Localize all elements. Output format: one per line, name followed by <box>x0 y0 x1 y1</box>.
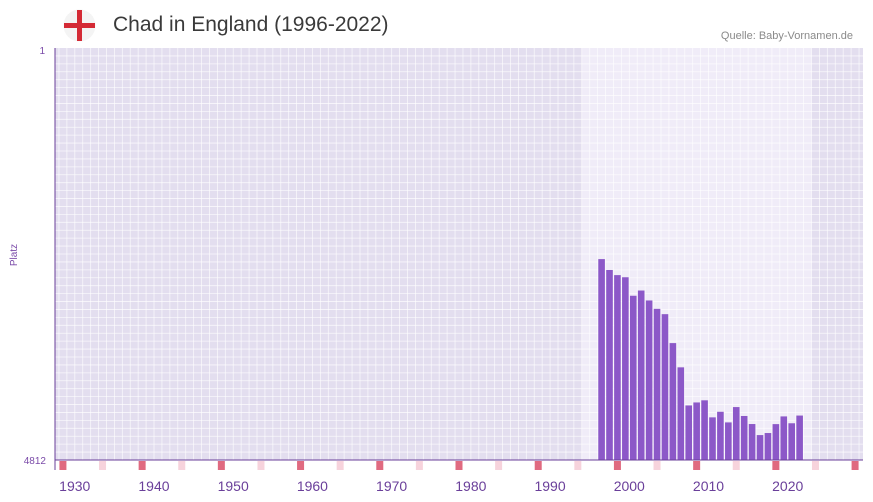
x-tick-1940: 1940 <box>138 478 169 494</box>
x-tick-2020: 2020 <box>772 478 803 494</box>
bar-2011 <box>717 411 724 460</box>
bar-2021 <box>796 415 803 460</box>
chart-title: Chad in England (1996-2022) <box>113 13 389 36</box>
x-tick-1950: 1950 <box>218 478 249 494</box>
bar-2014 <box>740 415 748 460</box>
x-tick-1990: 1990 <box>534 478 565 494</box>
year-marker-2018 <box>772 461 780 470</box>
year-marker-1973 <box>415 461 423 470</box>
source-label: Quelle: Baby-Vornamen.de <box>720 30 853 42</box>
bar-2006 <box>677 367 685 460</box>
year-marker-2013 <box>732 461 740 470</box>
year-marker-1928 <box>59 461 67 470</box>
x-tick-2010: 2010 <box>693 478 724 494</box>
bar-2013 <box>732 407 740 460</box>
bar-2010 <box>709 417 716 460</box>
bar-1998 <box>614 275 621 460</box>
year-marker-1998 <box>613 461 621 470</box>
bar-2018 <box>772 424 780 460</box>
bar-2001 <box>637 290 645 460</box>
year-marker-1968 <box>376 461 384 470</box>
x-tick-1980: 1980 <box>455 478 486 494</box>
bar-2002 <box>645 300 653 460</box>
year-marker-2008 <box>693 461 701 470</box>
year-marker-2003 <box>653 461 661 470</box>
bar-1999 <box>622 277 629 460</box>
year-marker-1948 <box>217 461 225 470</box>
bar-2009 <box>701 400 708 460</box>
bar-2020 <box>788 423 796 460</box>
bar-2003 <box>653 308 661 460</box>
bars <box>598 259 803 460</box>
bar-2012 <box>725 422 732 460</box>
bar-2005 <box>669 343 677 460</box>
x-tick-1930: 1930 <box>59 478 90 494</box>
bar-2017 <box>764 433 772 460</box>
year-marker-1988 <box>534 461 542 470</box>
year-marker-1983 <box>495 461 503 470</box>
x-tick-1960: 1960 <box>297 478 328 494</box>
england-flag-icon <box>63 9 96 42</box>
year-marker-2028 <box>851 461 859 470</box>
y-tick-top: 1 <box>39 46 45 57</box>
year-marker-1943 <box>178 461 186 470</box>
bar-2015 <box>748 424 756 460</box>
bar-2004 <box>661 314 669 460</box>
year-marker-1963 <box>336 461 344 470</box>
bar-2008 <box>693 402 700 460</box>
x-tick-labels: 1930 1940 1950 1960 1970 1980 1990 2000 2010 2020 <box>59 478 803 494</box>
grid-lines <box>55 48 868 460</box>
year-marker-1933 <box>99 461 107 470</box>
x-tick-1970: 1970 <box>376 478 407 494</box>
year-marker-1993 <box>574 461 582 470</box>
bar-2007 <box>685 405 693 460</box>
year-marker-1953 <box>257 461 265 470</box>
y-axis-label: Platz <box>9 244 20 266</box>
y-tick-bottom: 4812 <box>24 456 47 467</box>
year-marker-1958 <box>297 461 305 470</box>
year-marker-1978 <box>455 461 463 470</box>
bar-2019 <box>780 416 788 460</box>
year-marker-2023 <box>811 461 819 470</box>
x-tick-2000: 2000 <box>614 478 645 494</box>
axes <box>54 48 863 470</box>
bar-1997 <box>606 269 613 460</box>
bar-1996 <box>598 259 605 460</box>
bar-2016 <box>756 435 764 460</box>
year-markers <box>59 461 859 470</box>
year-marker-1938 <box>138 461 146 470</box>
bar-2000 <box>629 295 637 460</box>
